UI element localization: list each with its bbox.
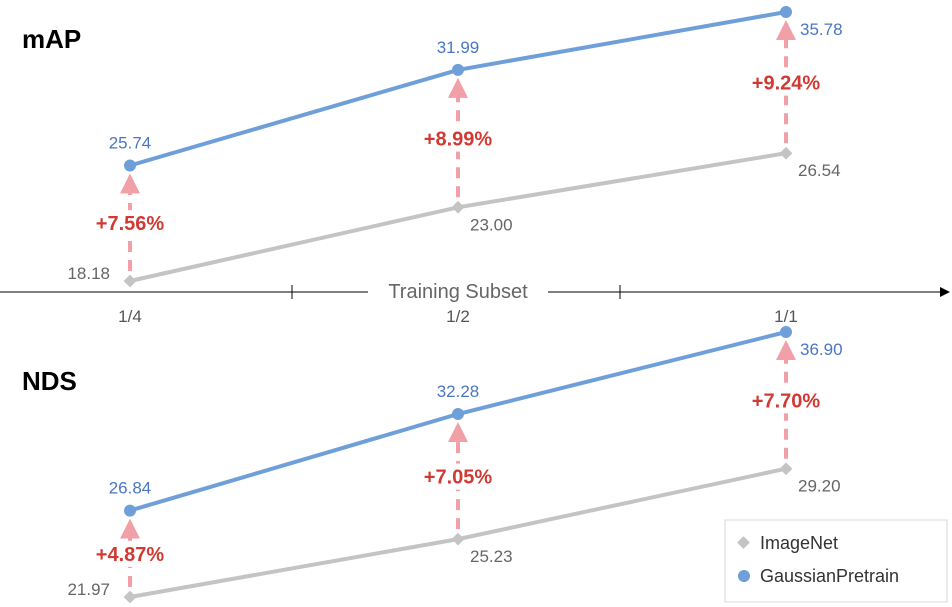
data-label-gaussianpretrain: 35.78 [800, 20, 843, 39]
legend-marker-gaussianpretrain [738, 570, 750, 582]
legend: ImageNet GaussianPretrain [724, 519, 948, 603]
gain-label-bg [419, 125, 497, 152]
data-label-imagenet: 25.23 [470, 547, 513, 566]
gain-label: +7.05% [424, 467, 493, 489]
legend-label-imagenet: ImageNet [760, 533, 838, 553]
point-imagenet [123, 274, 137, 288]
legend-label-gaussianpretrain: GaussianPretrain [760, 566, 899, 586]
data-label-gaussianpretrain: 26.84 [109, 479, 152, 498]
gain-label: +9.24% [752, 73, 821, 95]
data-label-imagenet: 29.20 [798, 477, 841, 496]
data-label-gaussianpretrain: 32.28 [437, 382, 480, 401]
data-label-imagenet: 26.54 [798, 161, 841, 180]
data-label-imagenet: 18.18 [67, 264, 110, 283]
plot-layer: +7.56% +8.99% +9.24% 18.18 25.74 23.00 31.99 26… [67, 6, 843, 604]
point-gaussianpretrain [780, 6, 792, 18]
panel-title-nds: NDS [22, 366, 77, 396]
gain-label-bg [91, 540, 169, 567]
panel-title-map: mAP [22, 24, 81, 54]
x-axis-title: Training Subset [388, 281, 528, 303]
gain-label: +4.87% [96, 544, 165, 566]
gain-label-bg [747, 387, 825, 414]
data-label-imagenet: 21.97 [67, 580, 110, 599]
point-imagenet [779, 462, 793, 476]
data-label-gaussianpretrain: 36.90 [800, 340, 843, 359]
data-label-gaussianpretrain: 31.99 [437, 38, 480, 57]
point-imagenet [779, 146, 793, 160]
point-imagenet [451, 200, 465, 214]
gain-label-bg [419, 463, 497, 490]
point-imagenet [123, 590, 137, 604]
gain-label: +7.70% [752, 390, 821, 412]
gain-label-bg [747, 69, 825, 96]
point-gaussianpretrain [124, 159, 136, 172]
data-label-gaussianpretrain: 25.74 [109, 134, 152, 153]
point-gaussianpretrain [452, 63, 464, 76]
gain-label: +7.56% [96, 213, 165, 235]
data-label-imagenet: 23.00 [470, 215, 513, 234]
gain-label-bg [91, 210, 169, 237]
gain-label: +8.99% [424, 129, 493, 151]
point-gaussianpretrain [452, 408, 464, 420]
point-gaussianpretrain [124, 504, 136, 517]
x-axis-arrowhead [940, 287, 950, 297]
legend-box [724, 519, 948, 603]
x-tick-label: 1/4 [118, 307, 142, 326]
x-tick-label: 1/2 [446, 307, 470, 326]
point-gaussianpretrain [780, 326, 792, 338]
x-tick-label: 1/1 [774, 307, 798, 326]
point-imagenet [451, 532, 465, 546]
